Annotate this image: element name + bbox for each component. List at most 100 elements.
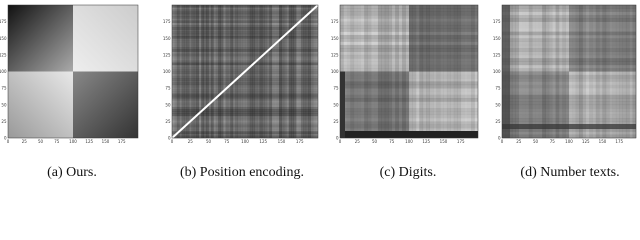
heatmap-stripe (340, 14, 478, 19)
heatmap-stripe (172, 78, 318, 81)
x-tick-label: 100 (565, 139, 573, 144)
heatmap-stripe (172, 93, 318, 97)
heatmap-stripe (502, 51, 636, 56)
x-tick-label: 150 (599, 139, 607, 144)
heatmap-stripe (218, 5, 221, 138)
heatmap-stripe (247, 5, 251, 138)
y-tick-label: 75 (1, 86, 7, 91)
heatmap-stripe (181, 5, 185, 138)
heatmap-stripe (340, 48, 478, 52)
y-tick-label: 50 (1, 102, 7, 107)
heatmap-stripe (457, 5, 462, 138)
heatmap-stripe (172, 133, 318, 137)
heatmap-stripe (572, 5, 576, 138)
x-tick-label: 0 (339, 139, 342, 144)
heatmap-block (8, 71, 73, 138)
heatmap-stripe (172, 33, 318, 37)
heatmap-stripe (632, 5, 637, 138)
x-tick-label: 175 (457, 139, 465, 144)
heatmap-stripe (340, 28, 478, 32)
heatmap-stripe (286, 5, 290, 138)
heatmap-stripe (172, 11, 318, 15)
heatmap-stripe (259, 5, 263, 138)
heatmap-stripe (340, 84, 478, 89)
heatmap-stripe (172, 7, 318, 10)
y-tick-label: 50 (333, 102, 339, 107)
heatmap-stripe (172, 55, 318, 59)
heatmap-stripe (502, 68, 636, 72)
heatmap-diagonal (171, 4, 319, 139)
heatmap-stripe (340, 128, 478, 132)
heatmap-stripe (467, 5, 472, 138)
heatmap-stripe (475, 5, 479, 138)
y-tick-label: 150 (0, 36, 7, 41)
heatmap-band (502, 124, 636, 129)
heatmap-stripe (300, 5, 304, 138)
heatmap-stripe (237, 5, 241, 138)
heatmap-block (340, 5, 409, 72)
heatmap-stripe (172, 53, 318, 57)
heatmap-stripe (395, 5, 399, 138)
heatmap-stripe (257, 5, 260, 138)
y-tick-label: 50 (165, 102, 171, 107)
heatmap-stripe (172, 67, 318, 70)
heatmap-stripe (281, 5, 285, 138)
heatmap-stripe (172, 60, 318, 63)
heatmap-stripe (595, 5, 600, 138)
heatmap-block (409, 5, 478, 72)
x-tick-label: 75 (389, 139, 395, 144)
heatmap-stripe (172, 31, 318, 35)
heatmap-stripe (240, 5, 243, 138)
heatmap-stripe (172, 91, 318, 94)
heatmap-stripe (266, 5, 270, 138)
heatmap-stripe (502, 54, 636, 59)
heatmap-stripe (562, 5, 566, 138)
y-tick-label: 25 (495, 119, 501, 124)
heatmap-stripe (502, 104, 636, 109)
heatmap-stripe (172, 115, 318, 119)
y-tick-label: 100 (331, 69, 339, 74)
heatmap-stripe (172, 75, 318, 79)
heatmap-stripe (622, 5, 627, 138)
heatmap-stripe (340, 108, 478, 112)
y-tick-label: 150 (331, 36, 339, 41)
caption: (c) Digits. (380, 165, 437, 180)
heatmap-stripe (172, 64, 318, 68)
heatmap-frame (501, 4, 637, 139)
heatmap-stripe (515, 5, 520, 138)
heatmap-stripe (269, 5, 273, 138)
figure: 0 0 25 25 50 50 75 75 100 100 125 125 150 150 175 175 (a… (0, 4, 637, 180)
heatmap-stripe (172, 106, 318, 110)
heatmap-stripe (184, 5, 187, 138)
caption: (d) Number texts. (520, 165, 619, 180)
heatmap-frame (7, 4, 139, 139)
heatmap-stripe (172, 27, 318, 30)
heatmap-stripe (502, 114, 636, 119)
heatmap-stripe (196, 5, 200, 138)
heatmap-stripe (609, 5, 613, 138)
heatmap-stripe (340, 78, 478, 82)
heatmap-block (8, 5, 73, 72)
heatmap-stripe (172, 13, 318, 17)
heatmap-stripe (502, 78, 636, 82)
heatmap-stripe (172, 38, 318, 41)
heatmap-stripe (377, 5, 382, 138)
heatmap-stripe (433, 5, 437, 138)
heatmap-stripe (340, 98, 478, 102)
heatmap-stripe (340, 124, 478, 129)
x-tick-label: 75 (224, 139, 230, 144)
heatmap-stripe (340, 68, 478, 72)
heatmap-stripe (502, 58, 636, 62)
heatmap-stripe (172, 44, 318, 48)
y-tick-label: 75 (333, 86, 339, 91)
heatmap-stripe (340, 94, 478, 99)
y-tick-label: 100 (163, 69, 171, 74)
heatmap-stripe (419, 5, 424, 138)
heatmap-stripe (440, 5, 444, 138)
heatmap-stripe (502, 84, 636, 89)
heatmap-stripe (174, 5, 178, 138)
heatmap-stripe (227, 5, 231, 138)
heatmap-stripe (305, 5, 309, 138)
heatmap-stripe (172, 129, 318, 132)
heatmap-stripe (172, 82, 318, 86)
